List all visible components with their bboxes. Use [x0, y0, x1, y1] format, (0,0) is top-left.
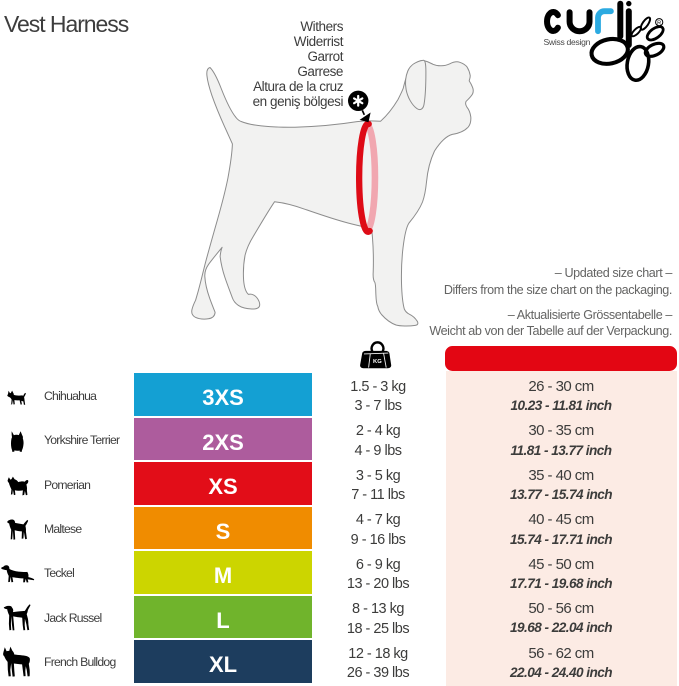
svg-text:R: R — [657, 21, 661, 27]
svg-text:KG: KG — [373, 359, 382, 365]
svg-text:Swiss design: Swiss design — [544, 37, 591, 47]
